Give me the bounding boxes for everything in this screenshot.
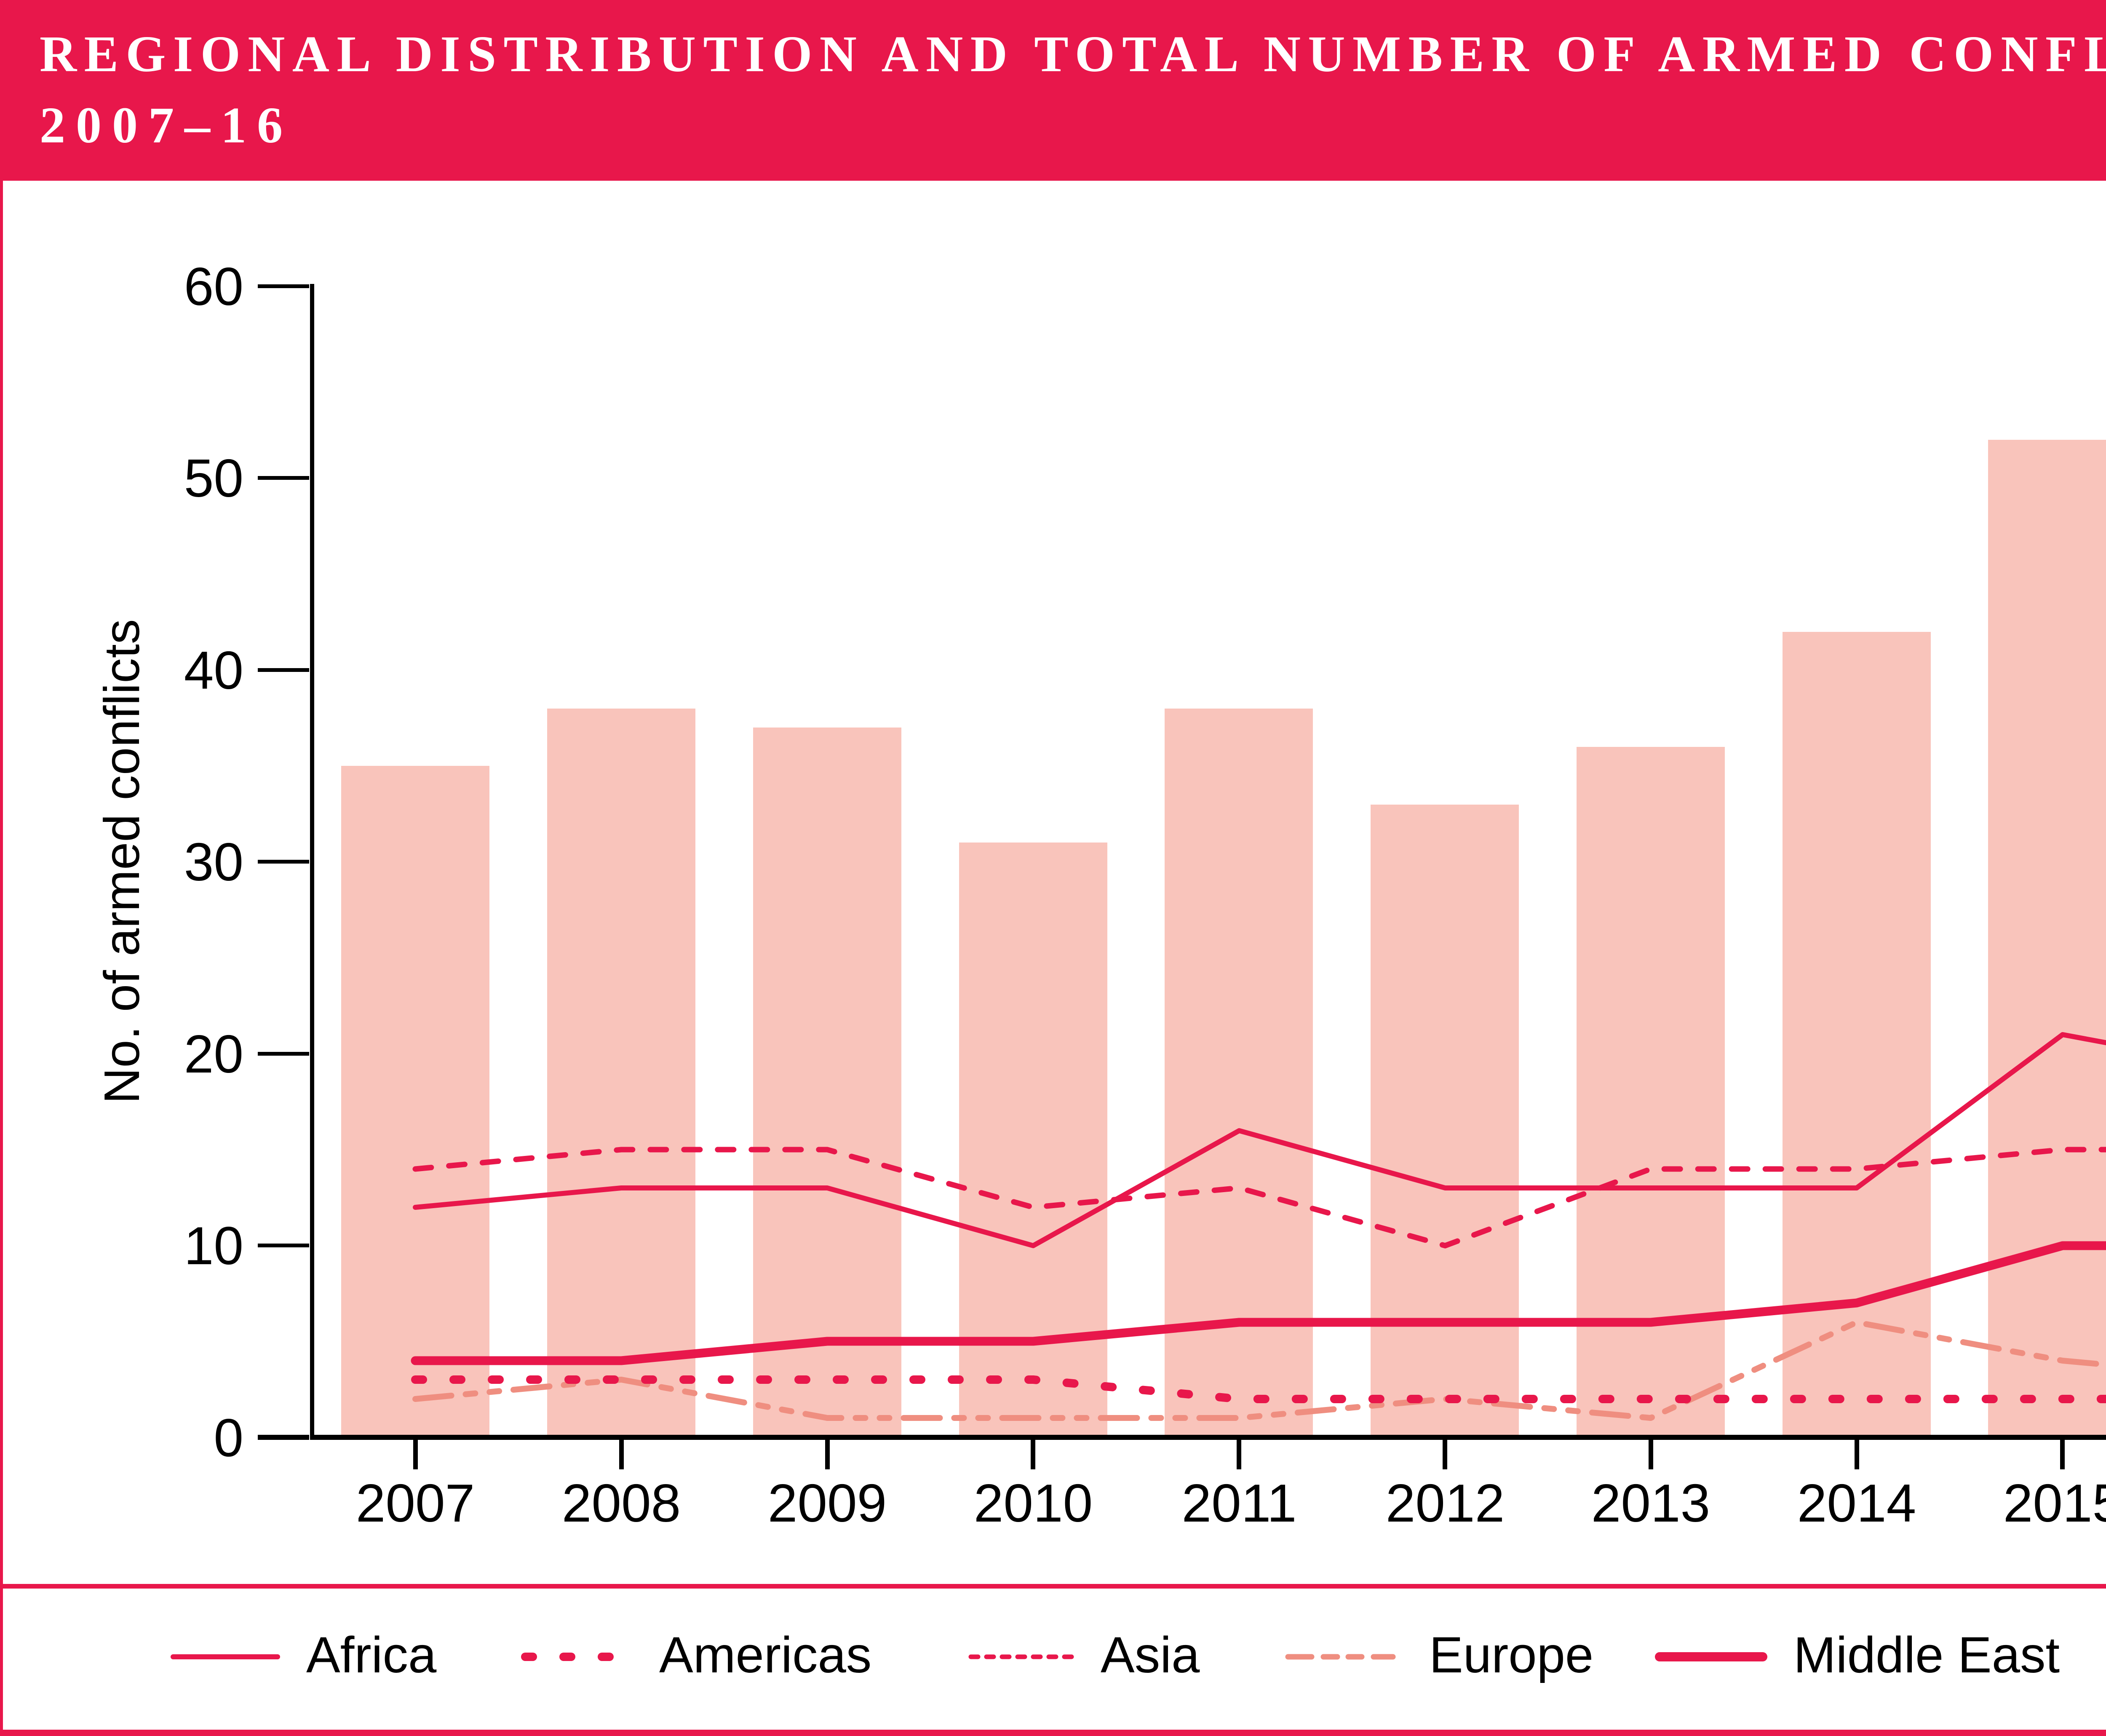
svg-text:Europe: Europe — [1429, 1626, 1593, 1683]
svg-text:2010: 2010 — [974, 1473, 1093, 1533]
svg-text:0: 0 — [214, 1408, 243, 1468]
svg-text:2015: 2015 — [2003, 1473, 2106, 1533]
svg-text:No. of armed conflicts: No. of armed conflicts — [94, 619, 150, 1104]
svg-text:2011: 2011 — [1181, 1473, 1296, 1533]
svg-text:60: 60 — [184, 257, 243, 316]
svg-text:40: 40 — [184, 640, 243, 700]
svg-text:2007–16: 2007–16 — [40, 97, 293, 154]
svg-text:Africa: Africa — [306, 1626, 437, 1683]
svg-text:2007: 2007 — [356, 1473, 475, 1533]
svg-text:REGIONAL DISTRIBUTION AND TOTA: REGIONAL DISTRIBUTION AND TOTAL NUMBER O… — [40, 26, 2106, 83]
svg-text:2009: 2009 — [768, 1473, 887, 1533]
svg-text:Americas: Americas — [659, 1626, 871, 1683]
svg-text:2013: 2013 — [1591, 1473, 1710, 1533]
svg-text:10: 10 — [184, 1216, 243, 1276]
svg-text:20: 20 — [184, 1024, 243, 1084]
svg-text:2014: 2014 — [1797, 1473, 1916, 1533]
svg-text:Asia: Asia — [1101, 1626, 1200, 1683]
svg-text:2008: 2008 — [562, 1473, 681, 1533]
svg-text:30: 30 — [184, 832, 243, 892]
svg-text:50: 50 — [184, 448, 243, 508]
svg-text:2012: 2012 — [1386, 1473, 1505, 1533]
svg-text:Middle East: Middle East — [1793, 1626, 2060, 1683]
